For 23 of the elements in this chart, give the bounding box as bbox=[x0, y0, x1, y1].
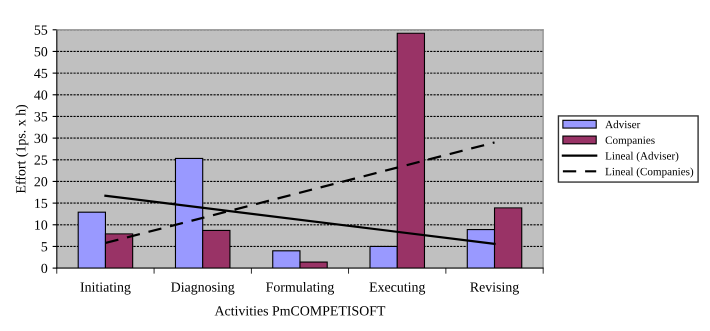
x-tick-label: Executing bbox=[369, 282, 426, 295]
y-tick-label: 15 bbox=[35, 198, 48, 208]
y-tick-label: 35 bbox=[34, 112, 48, 122]
x-axis-title: Activities PmCOMPETISOFT bbox=[214, 306, 386, 316]
y-tick-label: 45 bbox=[34, 68, 48, 78]
legend-label: Adviser bbox=[605, 120, 640, 128]
y-tick-label: 50 bbox=[34, 47, 48, 56]
x-tick-label: Initiating bbox=[80, 282, 131, 295]
y-tick-label: 10 bbox=[35, 220, 48, 230]
y-tick-label: 25 bbox=[34, 155, 48, 165]
y-axis-title: Effort (1ps. x h) bbox=[16, 104, 28, 194]
legend-label: Lineal (Companies) bbox=[605, 167, 694, 178]
legend-label: Companies bbox=[606, 136, 655, 146]
x-tick-label: Formulating bbox=[266, 282, 334, 295]
legend-label: Lineal (Adviser) bbox=[605, 152, 678, 162]
x-tick-label: Diagnosing bbox=[171, 282, 234, 295]
y-tick-label: 40 bbox=[34, 90, 48, 100]
y-tick-label: 55 bbox=[34, 26, 48, 35]
y-tick-label: 5 bbox=[42, 242, 48, 252]
y-tick-label: 30 bbox=[34, 134, 48, 144]
x-tick-label: Revising bbox=[470, 282, 519, 295]
y-tick-label: 20 bbox=[34, 177, 48, 186]
y-tick-label: 0 bbox=[41, 264, 48, 274]
